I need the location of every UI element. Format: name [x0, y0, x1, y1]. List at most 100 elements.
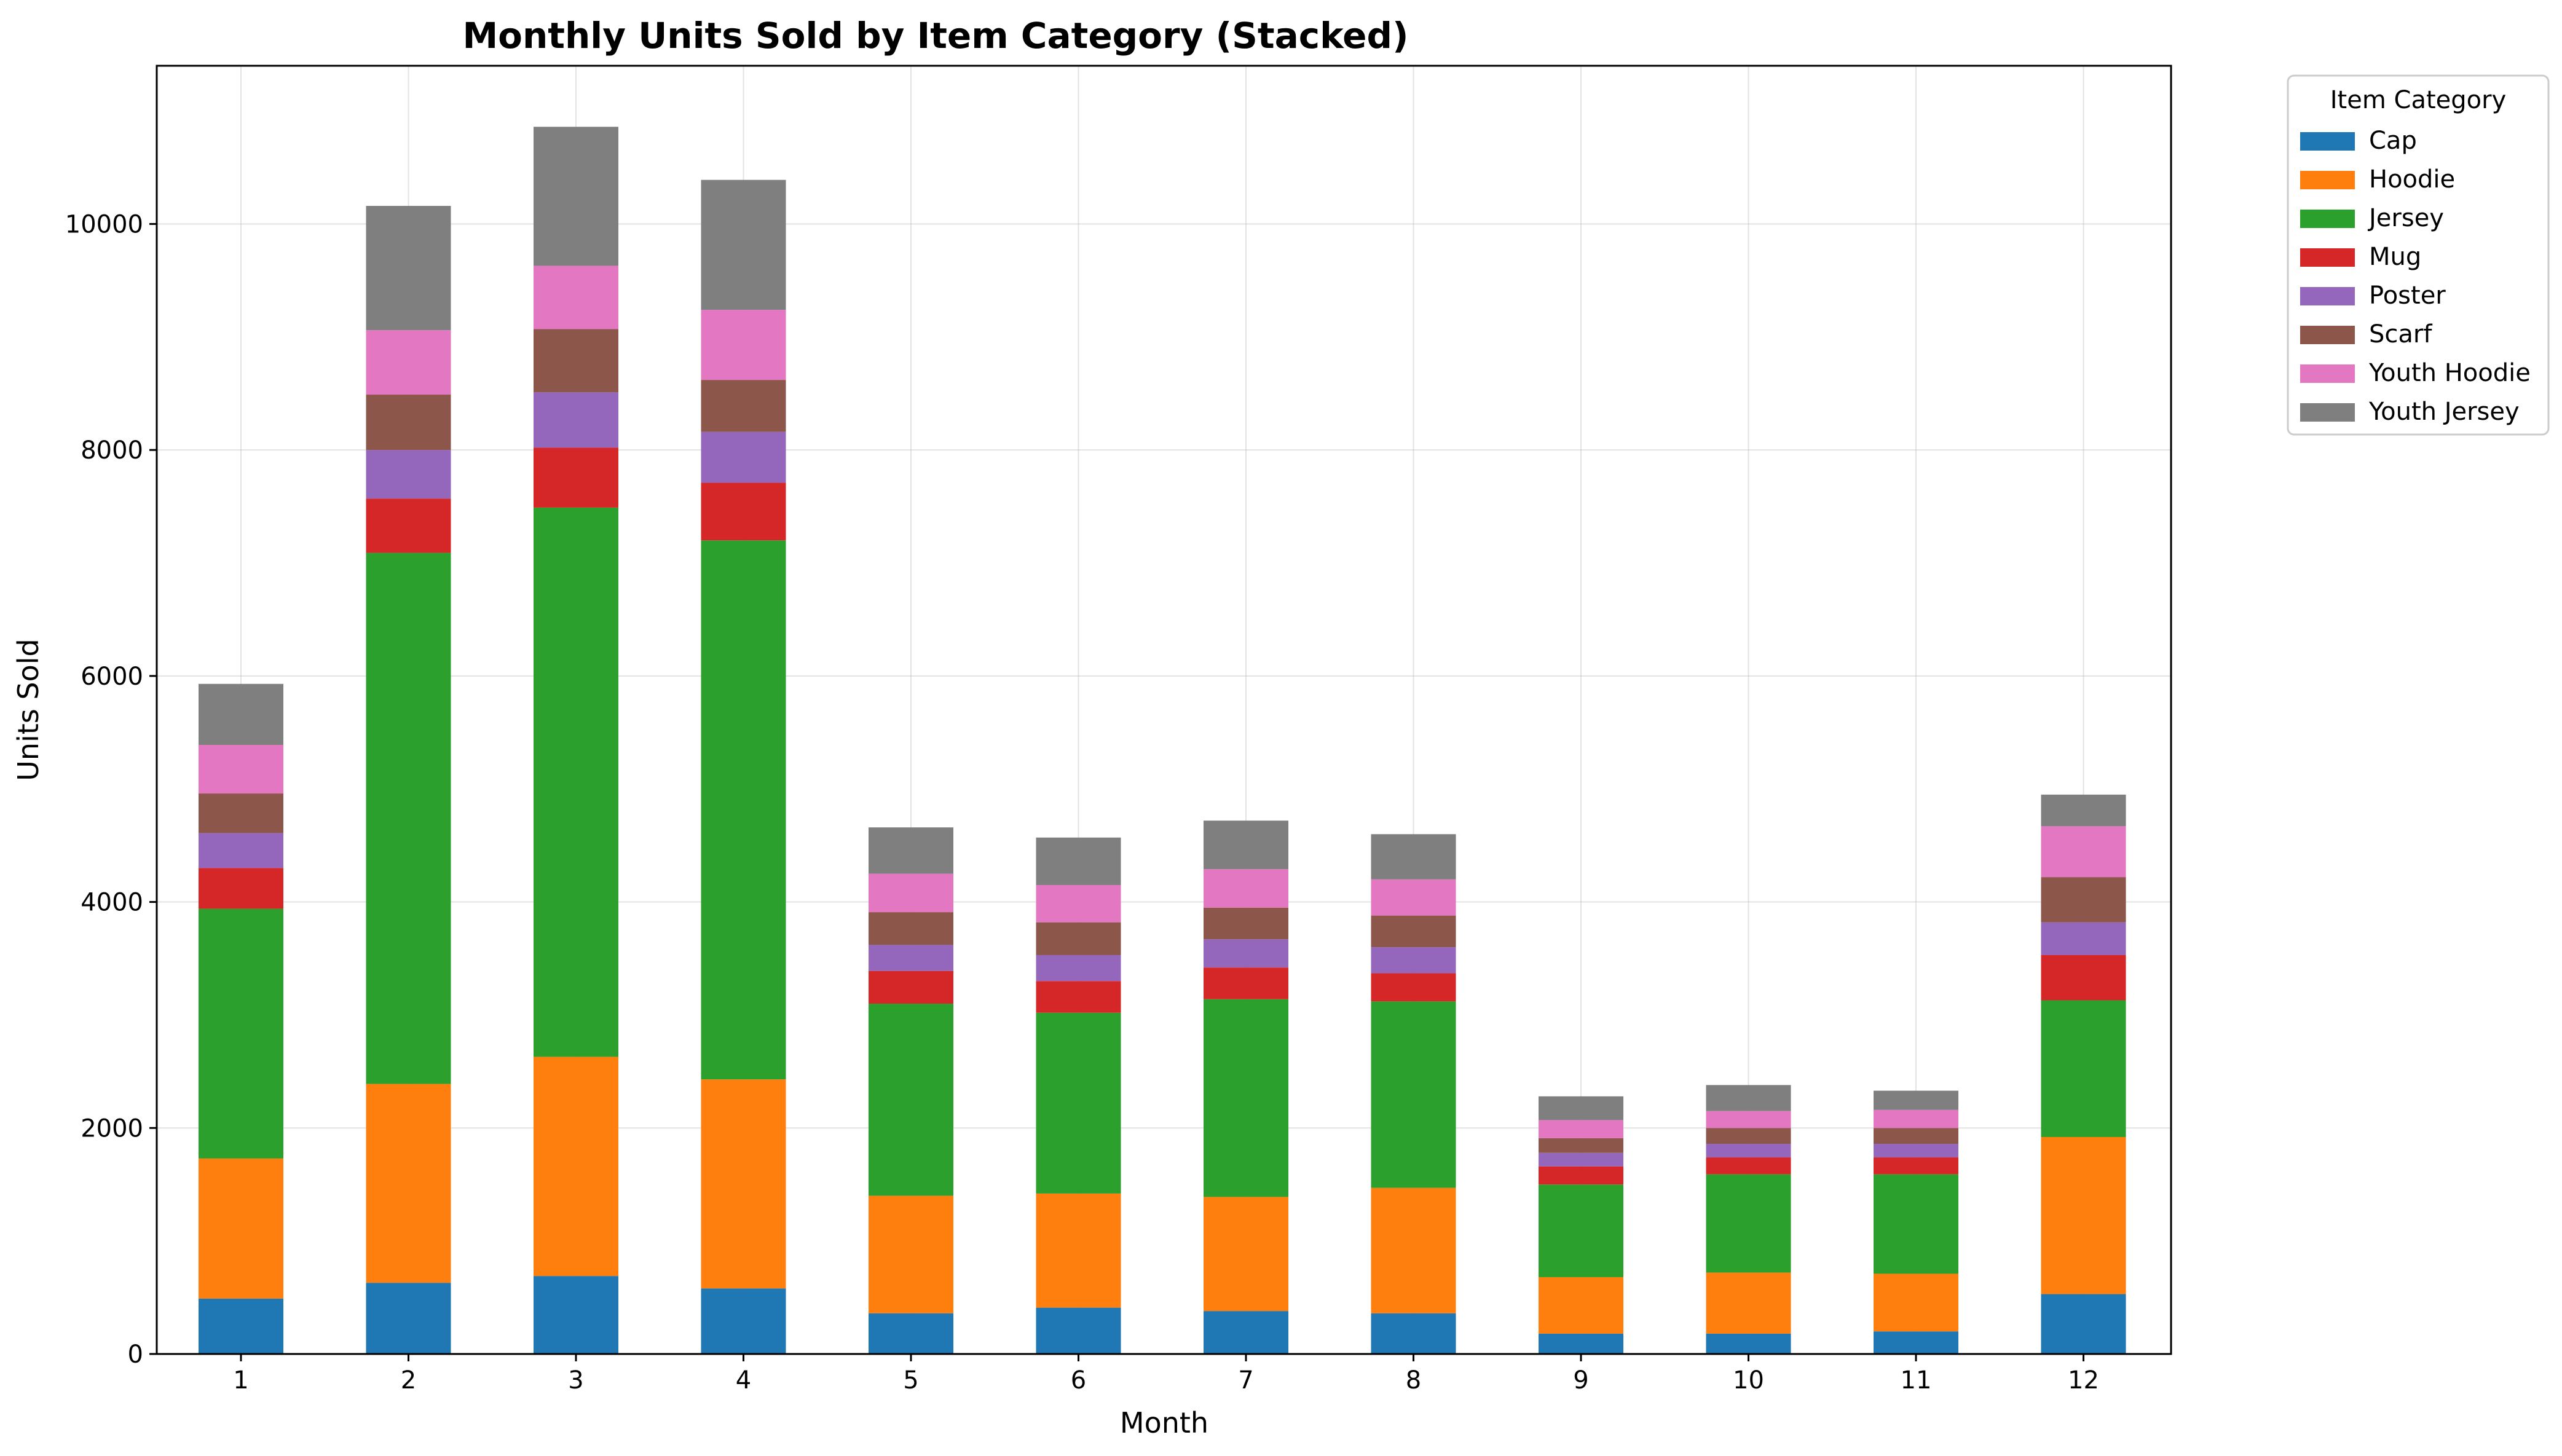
bar-mug-month-1 — [199, 868, 283, 909]
bar-youth-jersey-month-10 — [1706, 1085, 1791, 1111]
x-tick-label: 6 — [1071, 1366, 1086, 1395]
bar-hoodie-month-11 — [1874, 1273, 1958, 1332]
bar-youth-jersey-month-6 — [1036, 837, 1121, 885]
bar-cap-month-2 — [366, 1283, 451, 1354]
bar-hoodie-month-8 — [1371, 1187, 1456, 1313]
bar-youth-hoodie-month-8 — [1371, 879, 1456, 916]
bar-scarf-month-8 — [1371, 915, 1456, 948]
bar-youth-jersey-month-4 — [701, 179, 786, 310]
x-tick-label: 7 — [1238, 1366, 1253, 1395]
bars — [199, 127, 2126, 1354]
bar-poster-month-7 — [1204, 939, 1288, 968]
legend-label-cap: Cap — [2369, 127, 2417, 155]
y-axis-label: Units Sold — [12, 639, 45, 781]
legend-label-youth-hoodie: Youth Hoodie — [2368, 359, 2531, 387]
bar-youth-jersey-month-5 — [869, 827, 953, 874]
bar-cap-month-3 — [534, 1276, 618, 1354]
bar-hoodie-month-5 — [869, 1195, 953, 1313]
bar-youth-hoodie-month-1 — [199, 744, 283, 794]
bar-poster-month-6 — [1036, 954, 1121, 982]
bar-jersey-month-5 — [869, 1004, 953, 1196]
bar-youth-hoodie-month-9 — [1539, 1120, 1623, 1138]
bar-youth-jersey-month-8 — [1371, 834, 1456, 880]
bar-jersey-month-3 — [534, 507, 618, 1057]
bar-poster-month-5 — [869, 945, 953, 971]
y-tick-label: 6000 — [81, 663, 143, 691]
bar-cap-month-6 — [1036, 1307, 1121, 1354]
bar-youth-hoodie-month-2 — [366, 330, 451, 395]
bar-scarf-month-3 — [534, 329, 618, 393]
bar-scarf-month-5 — [869, 912, 953, 945]
bar-scarf-month-12 — [2041, 877, 2126, 923]
bar-mug-month-3 — [534, 447, 618, 508]
bar-youth-jersey-month-9 — [1539, 1096, 1623, 1120]
bar-youth-hoodie-month-10 — [1706, 1111, 1791, 1128]
bar-poster-month-2 — [366, 450, 451, 499]
bar-jersey-month-1 — [199, 908, 283, 1159]
bar-hoodie-month-7 — [1204, 1197, 1288, 1312]
bar-poster-month-3 — [534, 392, 618, 448]
x-axis-label: Month — [1120, 1406, 1208, 1439]
bar-hoodie-month-6 — [1036, 1193, 1121, 1308]
legend-swatch-scarf — [2300, 326, 2355, 344]
bar-mug-month-2 — [366, 498, 451, 553]
bar-poster-month-4 — [701, 431, 786, 483]
bar-youth-hoodie-month-11 — [1874, 1109, 1958, 1128]
legend-swatch-mug — [2300, 248, 2355, 267]
bar-youth-hoodie-month-4 — [701, 310, 786, 380]
bar-mug-month-11 — [1874, 1157, 1958, 1175]
bar-hoodie-month-1 — [199, 1158, 283, 1299]
x-tick-label: 12 — [2068, 1366, 2099, 1395]
legend-swatch-youth-jersey — [2300, 403, 2355, 422]
legend-swatch-jersey — [2300, 210, 2355, 228]
bar-cap-month-5 — [869, 1313, 953, 1354]
x-tick-label: 5 — [903, 1366, 918, 1395]
bar-mug-month-4 — [701, 482, 786, 541]
y-tick-label: 10000 — [65, 210, 143, 238]
bar-jersey-month-8 — [1371, 1001, 1456, 1188]
bar-hoodie-month-4 — [701, 1079, 786, 1289]
bar-mug-month-12 — [2041, 954, 2126, 1001]
bar-hoodie-month-2 — [366, 1084, 451, 1283]
bar-hoodie-month-9 — [1539, 1277, 1623, 1334]
x-tick-label: 8 — [1406, 1366, 1421, 1395]
legend-box — [2287, 74, 2550, 436]
y-tick-label: 0 — [128, 1340, 143, 1369]
bar-youth-jersey-month-3 — [534, 127, 618, 266]
legend-swatch-cap — [2300, 132, 2355, 151]
bar-poster-month-8 — [1371, 947, 1456, 974]
bar-youth-jersey-month-1 — [199, 683, 283, 745]
x-tick-label: 1 — [233, 1366, 248, 1395]
bar-youth-jersey-month-12 — [2041, 794, 2126, 827]
bar-cap-month-10 — [1706, 1333, 1791, 1354]
bar-scarf-month-4 — [701, 380, 786, 432]
bar-cap-month-9 — [1539, 1333, 1623, 1354]
y-tick-label: 8000 — [81, 436, 143, 465]
bar-scarf-month-10 — [1706, 1128, 1791, 1144]
x-tick-label: 10 — [1733, 1366, 1764, 1395]
legend-label-hoodie: Hoodie — [2369, 165, 2455, 194]
bar-youth-hoodie-month-6 — [1036, 884, 1121, 923]
legend-label-mug: Mug — [2369, 243, 2421, 271]
bar-hoodie-month-12 — [2041, 1136, 2126, 1294]
legend-title: Item Category — [2330, 86, 2506, 114]
bar-scarf-month-7 — [1204, 907, 1288, 940]
bar-youth-hoodie-month-12 — [2041, 826, 2126, 878]
bar-cap-month-8 — [1371, 1313, 1456, 1354]
bar-poster-month-1 — [199, 833, 283, 868]
bar-poster-month-12 — [2041, 922, 2126, 955]
bar-poster-month-10 — [1706, 1144, 1791, 1158]
bar-youth-hoodie-month-7 — [1204, 869, 1288, 908]
bar-poster-month-11 — [1874, 1144, 1958, 1158]
bar-scarf-month-2 — [366, 395, 451, 451]
bar-poster-month-9 — [1539, 1152, 1623, 1167]
bar-youth-jersey-month-7 — [1204, 820, 1288, 870]
x-tick-label: 2 — [401, 1366, 416, 1395]
bar-jersey-month-12 — [2041, 1000, 2126, 1137]
bar-youth-jersey-month-2 — [366, 205, 451, 331]
bar-scarf-month-6 — [1036, 922, 1121, 955]
plot-frame — [156, 65, 2172, 1355]
bar-jersey-month-9 — [1539, 1184, 1623, 1277]
